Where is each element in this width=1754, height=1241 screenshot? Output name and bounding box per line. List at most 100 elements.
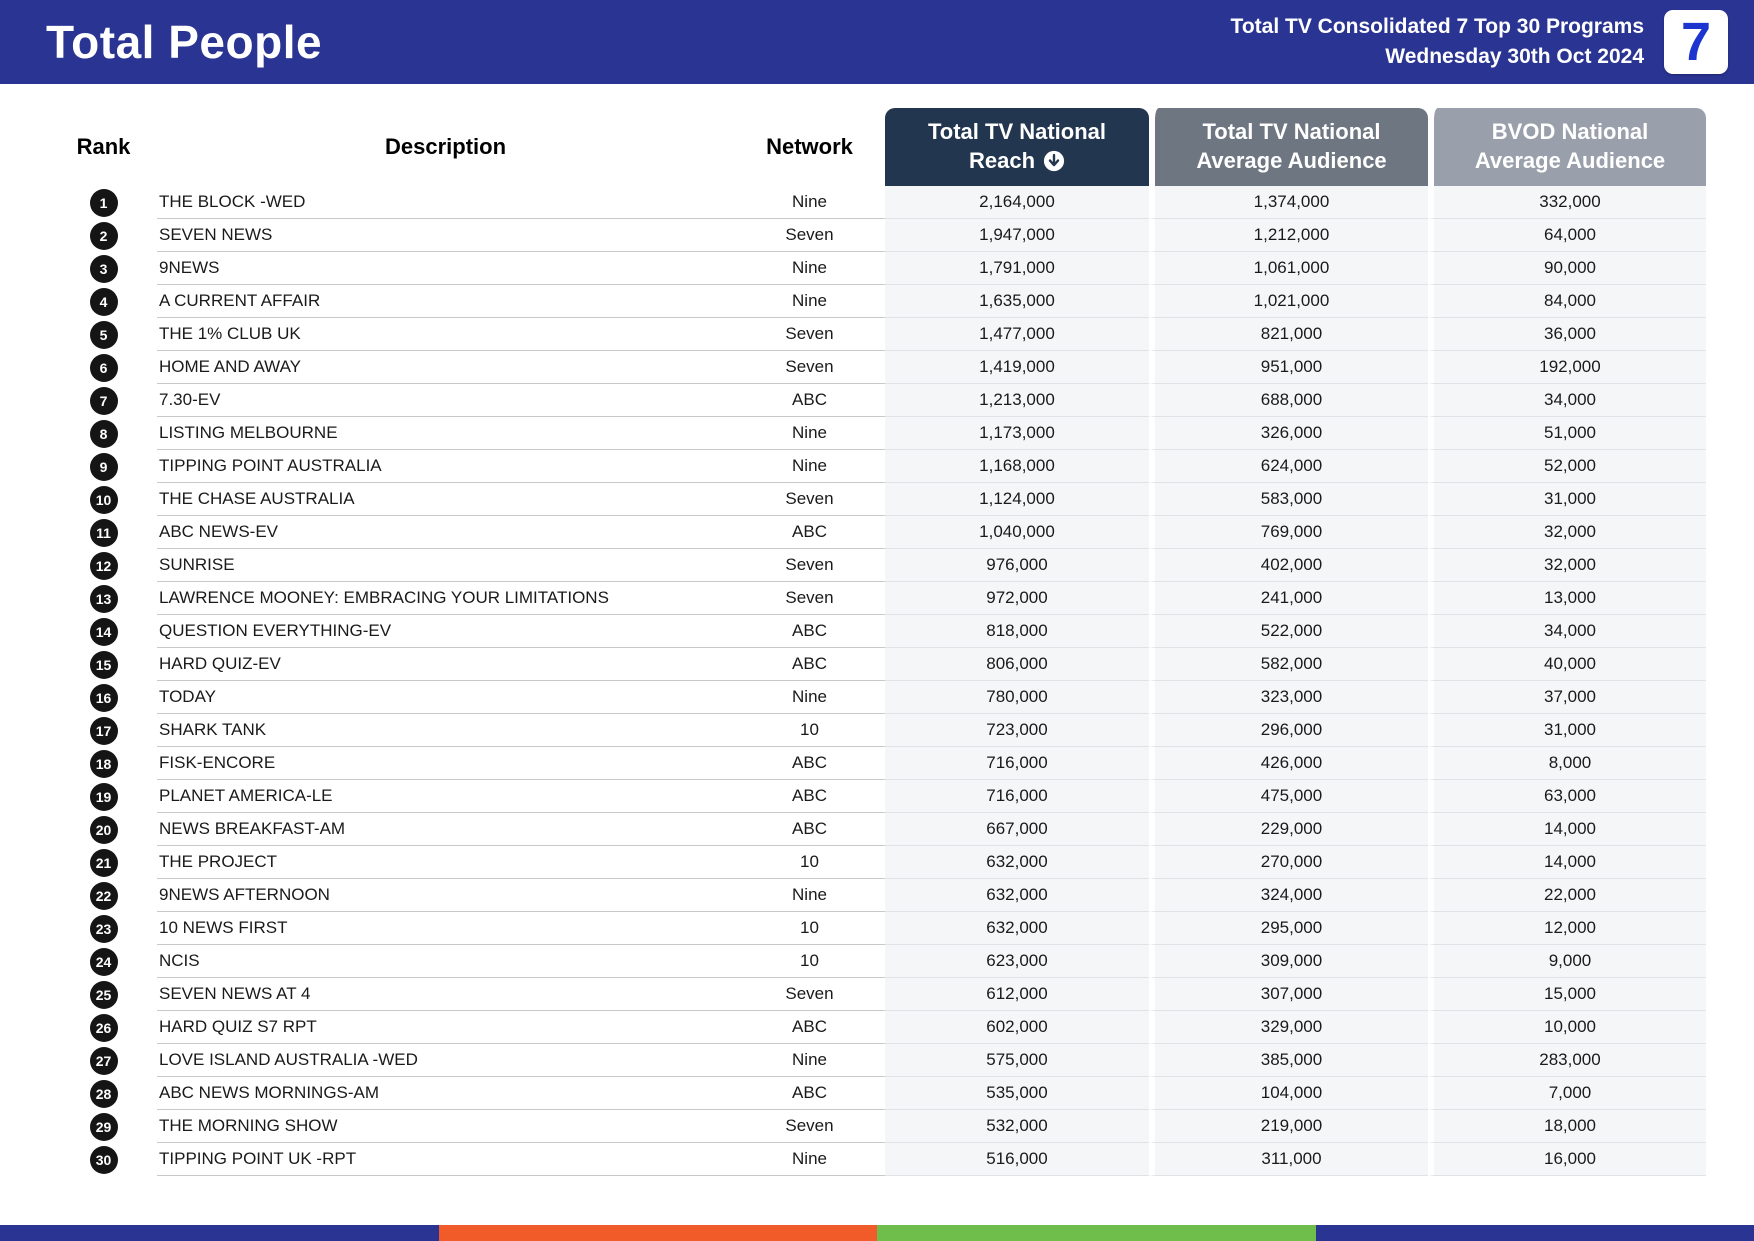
description-cell: SEVEN NEWS AT 4 [157, 978, 734, 1011]
stripe-segment [0, 1225, 439, 1241]
rank-cell: 15 [50, 648, 157, 681]
reach-cell: 1,419,000 [885, 351, 1149, 384]
reach-header-line1: Total TV National [927, 119, 1107, 145]
rank-badge: 19 [89, 782, 118, 811]
avg-audience-cell: 475,000 [1149, 780, 1428, 813]
reach-cell: 1,124,000 [885, 483, 1149, 516]
bvod-audience-cell: 51,000 [1428, 417, 1706, 450]
bvod-audience-cell: 13,000 [1428, 582, 1706, 615]
seven-network-logo: 7 [1664, 10, 1728, 74]
table-header-row: Rank Description Network Total TV Nation… [50, 108, 1706, 186]
rank-cell: 1 [50, 186, 157, 219]
rank-badge: 15 [89, 650, 118, 679]
report-date: Wednesday 30th Oct 2024 [1385, 45, 1644, 68]
column-header-total-tv-reach[interactable]: Total TV National Reach [885, 108, 1149, 186]
network-cell: 10 [734, 714, 885, 747]
description-cell: LAWRENCE MOONEY: EMBRACING YOUR LIMITATI… [157, 582, 734, 615]
avg-audience-cell: 583,000 [1149, 483, 1428, 516]
rank-badge: 23 [89, 914, 118, 943]
network-cell: Nine [734, 1143, 885, 1176]
description-cell: 7.30-EV [157, 384, 734, 417]
network-cell: ABC [734, 1077, 885, 1110]
rank-badge: 7 [89, 386, 118, 415]
reach-cell: 532,000 [885, 1110, 1149, 1143]
column-header-total-tv-average: Total TV National Average Audience [1149, 108, 1428, 186]
rank-badge: 25 [89, 980, 118, 1009]
rank-badge: 9 [89, 452, 118, 481]
footer-stripe [0, 1225, 1754, 1241]
reach-cell: 632,000 [885, 912, 1149, 945]
column-header-bvod-average: BVOD National Average Audience [1428, 108, 1706, 186]
rank-cell: 9 [50, 450, 157, 483]
description-cell: LISTING MELBOURNE [157, 417, 734, 450]
avg-audience-cell: 769,000 [1149, 516, 1428, 549]
description-cell: THE CHASE AUSTRALIA [157, 483, 734, 516]
description-cell: NCIS [157, 945, 734, 978]
rank-cell: 6 [50, 351, 157, 384]
reach-cell: 632,000 [885, 846, 1149, 879]
description-cell: TIPPING POINT AUSTRALIA [157, 450, 734, 483]
table-row: 27 LOVE ISLAND AUSTRALIA -WED Nine 575,0… [50, 1044, 1706, 1077]
programs-table-container: Rank Description Network Total TV Nation… [50, 108, 1706, 1176]
description-cell: 9NEWS AFTERNOON [157, 879, 734, 912]
network-cell: Nine [734, 681, 885, 714]
sort-descending-icon[interactable] [1043, 150, 1065, 172]
bvod-audience-cell: 8,000 [1428, 747, 1706, 780]
bvod-audience-cell: 36,000 [1428, 318, 1706, 351]
avg-audience-cell: 324,000 [1149, 879, 1428, 912]
table-row: 3 9NEWS Nine 1,791,000 1,061,000 90,000 [50, 252, 1706, 285]
reach-cell: 818,000 [885, 615, 1149, 648]
reach-cell: 602,000 [885, 1011, 1149, 1044]
bvod-audience-cell: 12,000 [1428, 912, 1706, 945]
rank-badge: 21 [89, 848, 118, 877]
description-cell: PLANET AMERICA-LE [157, 780, 734, 813]
rank-badge: 22 [89, 881, 118, 910]
avg-audience-cell: 1,061,000 [1149, 252, 1428, 285]
table-row: 7 7.30-EV ABC 1,213,000 688,000 34,000 [50, 384, 1706, 417]
avg-audience-cell: 326,000 [1149, 417, 1428, 450]
table-row: 1 THE BLOCK -WED Nine 2,164,000 1,374,00… [50, 186, 1706, 219]
network-cell: 10 [734, 912, 885, 945]
avg-audience-cell: 241,000 [1149, 582, 1428, 615]
table-row: 2 SEVEN NEWS Seven 1,947,000 1,212,000 6… [50, 219, 1706, 252]
programs-table: Rank Description Network Total TV Nation… [50, 108, 1706, 1176]
description-cell: LOVE ISLAND AUSTRALIA -WED [157, 1044, 734, 1077]
top-header-bar: Total People Total TV Consolidated 7 Top… [0, 0, 1754, 84]
reach-cell: 612,000 [885, 978, 1149, 1011]
table-row: 8 LISTING MELBOURNE Nine 1,173,000 326,0… [50, 417, 1706, 450]
avg-audience-cell: 309,000 [1149, 945, 1428, 978]
avg-audience-cell: 307,000 [1149, 978, 1428, 1011]
reach-cell: 535,000 [885, 1077, 1149, 1110]
description-cell: FISK-ENCORE [157, 747, 734, 780]
table-row: 21 THE PROJECT 10 632,000 270,000 14,000 [50, 846, 1706, 879]
bvod-audience-cell: 22,000 [1428, 879, 1706, 912]
reach-cell: 623,000 [885, 945, 1149, 978]
description-cell: THE BLOCK -WED [157, 186, 734, 219]
network-cell: 10 [734, 945, 885, 978]
reach-cell: 976,000 [885, 549, 1149, 582]
rank-badge: 6 [89, 353, 118, 382]
bvod-audience-cell: 37,000 [1428, 681, 1706, 714]
rank-badge: 18 [89, 749, 118, 778]
reach-cell: 1,791,000 [885, 252, 1149, 285]
bvod-audience-cell: 14,000 [1428, 846, 1706, 879]
table-row: 24 NCIS 10 623,000 309,000 9,000 [50, 945, 1706, 978]
rank-badge: 20 [89, 815, 118, 844]
rank-cell: 25 [50, 978, 157, 1011]
network-cell: Nine [734, 417, 885, 450]
rank-badge: 24 [89, 947, 118, 976]
bvod-audience-cell: 34,000 [1428, 384, 1706, 417]
network-cell: Seven [734, 318, 885, 351]
table-row: 4 A CURRENT AFFAIR Nine 1,635,000 1,021,… [50, 285, 1706, 318]
reach-cell: 632,000 [885, 879, 1149, 912]
network-cell: ABC [734, 1011, 885, 1044]
network-cell: Seven [734, 582, 885, 615]
reach-cell: 1,213,000 [885, 384, 1149, 417]
table-row: 28 ABC NEWS MORNINGS-AM ABC 535,000 104,… [50, 1077, 1706, 1110]
avg-audience-cell: 104,000 [1149, 1077, 1428, 1110]
rank-badge: 30 [89, 1145, 118, 1174]
rank-cell: 16 [50, 681, 157, 714]
rank-badge: 16 [89, 683, 118, 712]
rank-badge: 28 [89, 1079, 118, 1108]
network-cell: Seven [734, 219, 885, 252]
